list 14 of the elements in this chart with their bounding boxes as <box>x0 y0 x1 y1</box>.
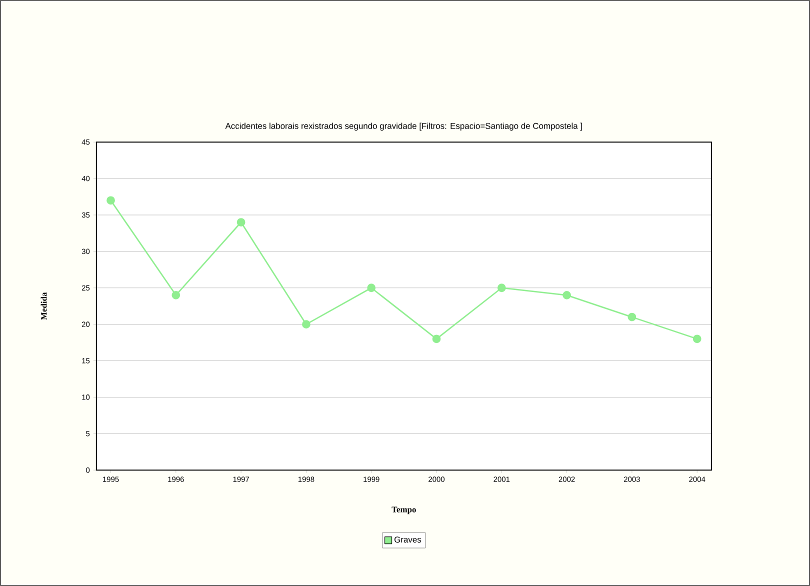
chart-title: Accidentes laborais rexistrados segundo gravidade [Filtros: Espacio=Santiago de Compostela ] <box>225 122 582 131</box>
legend-label: Graves <box>394 536 422 543</box>
point <box>106 196 115 205</box>
point <box>628 312 636 322</box>
point <box>497 284 506 292</box>
point <box>367 284 376 292</box>
point <box>692 334 702 344</box>
point <box>432 334 441 344</box>
y-axis-title: Medida <box>40 292 47 320</box>
x-axis-title: Tempo <box>392 506 416 514</box>
point <box>236 218 246 226</box>
point <box>172 290 180 300</box>
point <box>302 320 310 329</box>
point <box>562 290 572 300</box>
